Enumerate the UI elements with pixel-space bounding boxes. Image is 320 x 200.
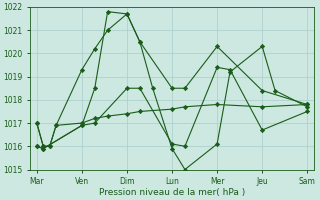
X-axis label: Pression niveau de la mer( hPa ): Pression niveau de la mer( hPa ): [99, 188, 245, 197]
